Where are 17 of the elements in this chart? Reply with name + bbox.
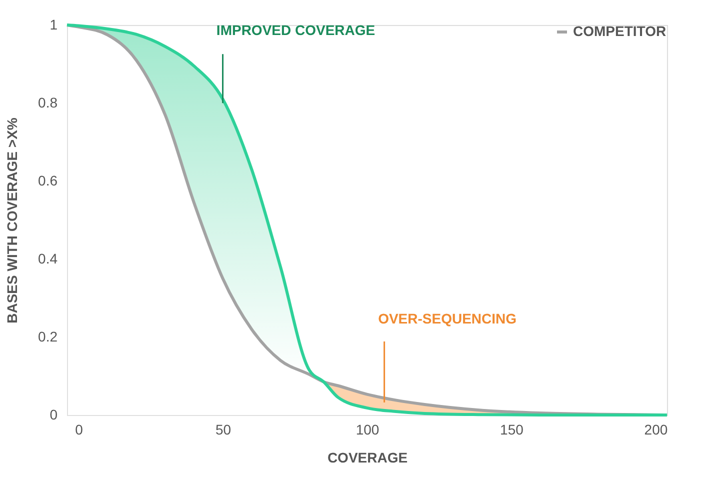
- y-tick-label: 0.2: [38, 328, 58, 344]
- y-tick-label: 0.4: [38, 250, 58, 266]
- x-tick-label: 200: [644, 422, 668, 438]
- x-tick-label: 100: [356, 422, 380, 438]
- legend-label: COMPETITOR: [573, 23, 666, 39]
- x-tick-label: 0: [75, 422, 84, 438]
- y-tick-label: 0.8: [38, 94, 58, 110]
- annotation: OVER-SEQUENCING: [378, 310, 517, 326]
- y-tick-label: 0: [50, 406, 58, 422]
- x-tick-label: 150: [500, 422, 524, 438]
- x-tick-label: 50: [215, 422, 232, 438]
- line-series: [66, 24, 668, 416]
- y-axis-title: BASES WITH COVERAGE >X%: [4, 117, 20, 324]
- y-tick-label: 0.6: [38, 172, 58, 188]
- y-tick-label: 1: [50, 16, 58, 32]
- annotation: IMPROVED COVERAGE: [216, 22, 376, 38]
- x-axis-title: COVERAGE: [327, 450, 408, 466]
